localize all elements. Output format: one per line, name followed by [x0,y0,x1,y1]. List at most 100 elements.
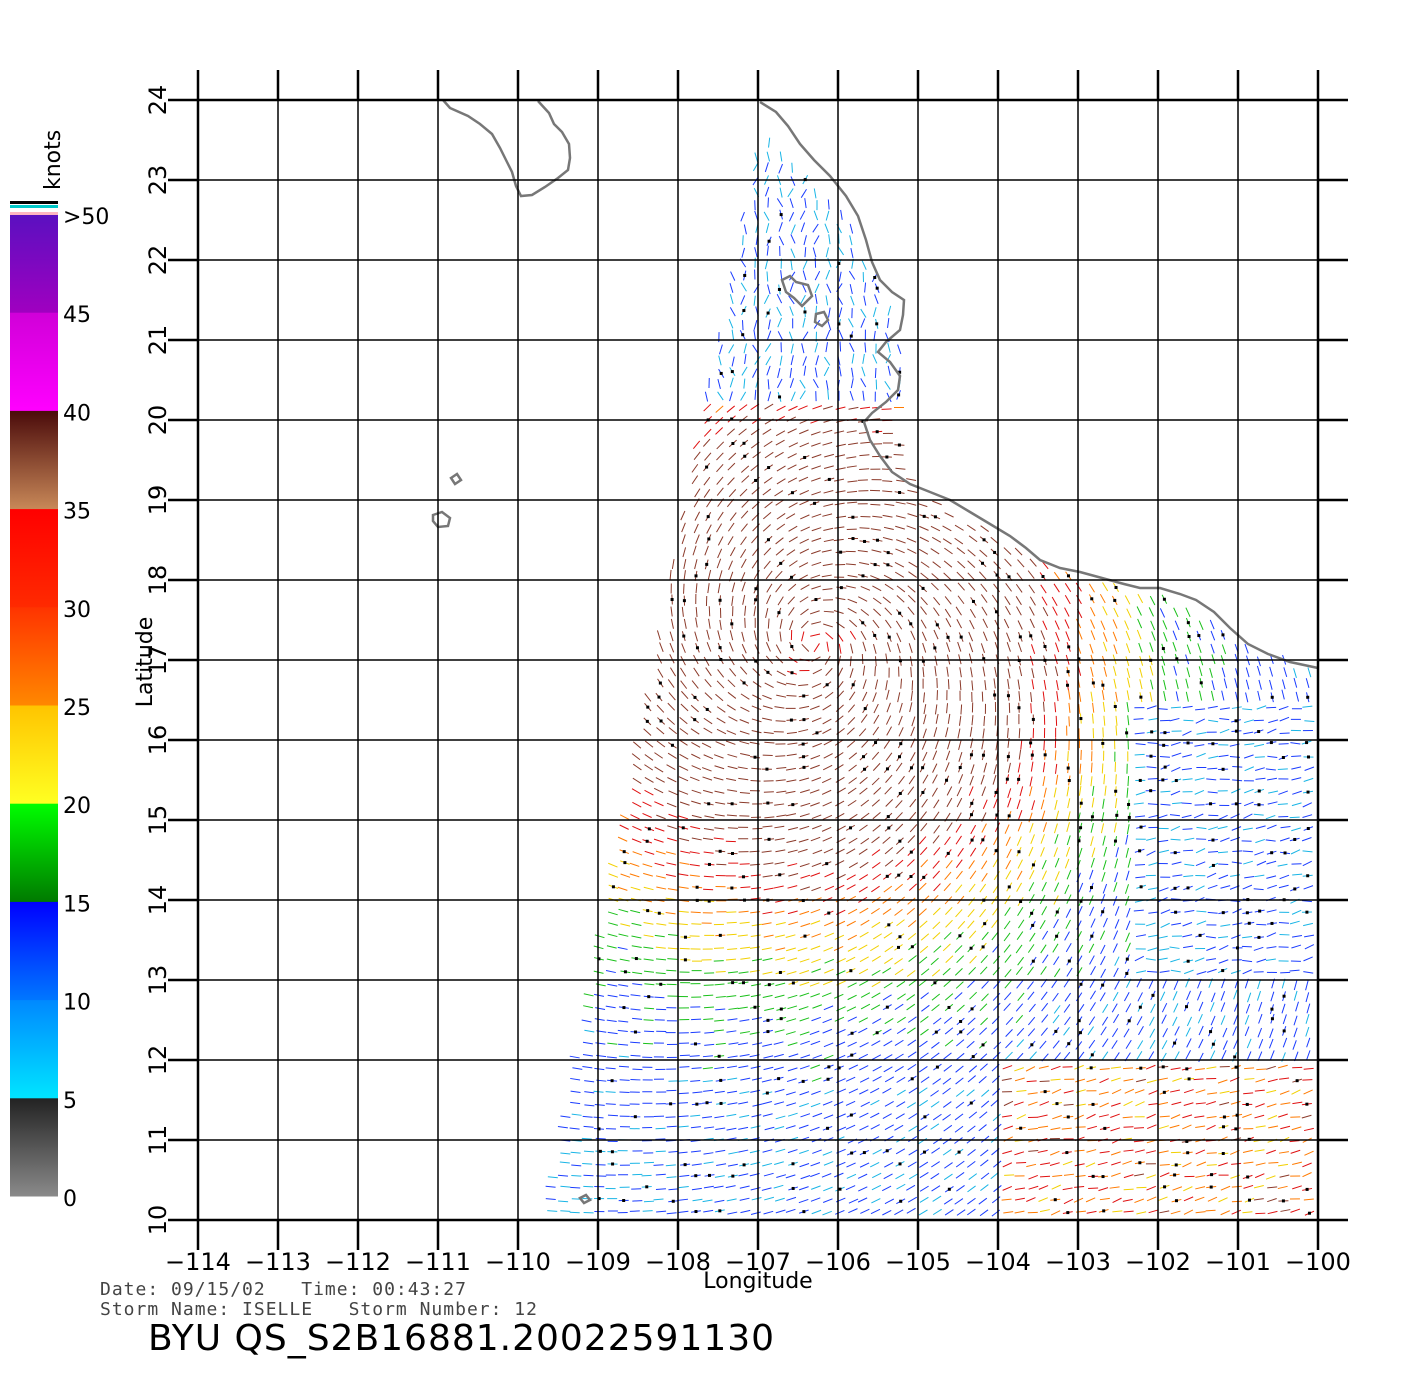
wind-vector [717,391,724,401]
wind-vector [1005,860,1012,870]
wind-vector [690,728,700,735]
wind-vector [1001,1114,1013,1118]
wind-vector [896,1027,906,1035]
rain-flag [969,1101,973,1105]
wind-vector [1186,1016,1193,1027]
wind-vector [763,512,772,520]
rain-flag [766,538,770,542]
wind-vector [607,983,618,987]
rain-flag [681,826,685,830]
rain-flag [885,1005,889,1009]
wind-vector [715,1042,726,1046]
lon-tick-label: −100 [1285,1248,1351,1276]
wind-vector [713,1185,724,1189]
wind-vector [871,981,881,988]
wind-vector [802,260,808,270]
wind-vector [847,574,858,578]
rain-flag [1305,1187,1309,1191]
wind-vector [743,378,746,389]
wind-vector [716,717,726,724]
wind-vector [1301,900,1313,903]
wind-vector [629,873,640,878]
wind-vector [692,440,701,449]
wind-vector [846,920,856,927]
wind-vector [859,980,869,986]
wind-vector [1220,1015,1226,1025]
wind-vector [883,932,893,939]
rain-flag [1307,1211,1311,1215]
wind-vector [713,754,724,759]
wind-vector [1111,1028,1119,1038]
wind-vector [886,726,892,736]
wind-vector [788,442,799,448]
wind-vector [955,870,963,880]
wind-vector [1066,894,1072,904]
wind-vector [980,1149,989,1157]
wind-vector [882,908,892,915]
wind-vector [644,1007,655,1010]
wind-vector [1074,1064,1084,1070]
wind-vector [824,1089,834,1095]
wind-vector [811,442,821,447]
rain-flag [765,1091,769,1095]
wind-vector [740,211,745,222]
wind-vector [657,668,664,678]
rain-flag [1185,1005,1189,1009]
wind-vector [813,235,820,245]
wind-vector [1244,1026,1250,1037]
wind-vector [1218,1162,1228,1167]
wind-vector [738,404,748,412]
wind-vector [1183,1209,1194,1215]
wind-vector [1028,846,1034,857]
wind-vector [666,764,676,771]
wind-vector [1269,666,1274,677]
wind-vector [618,984,629,987]
wind-vector [799,1091,810,1096]
wind-vector [800,608,809,616]
rain-flag [873,563,877,567]
wind-vector [1016,1161,1027,1164]
rain-flag [695,646,699,650]
wind-vector [1149,595,1156,606]
colorbar-label: 0 [63,1187,77,1212]
wind-vector [1040,966,1047,975]
wind-vector [714,1066,725,1070]
wind-vector [847,946,858,952]
wind-vector [1185,1049,1191,1060]
wind-vector [811,717,822,723]
wind-vector [764,162,769,173]
wind-vector [870,1208,881,1215]
wind-vector [1160,909,1171,914]
rain-flag [885,767,889,771]
wind-vector [1007,788,1012,799]
wind-vector [980,1159,989,1167]
wind-vector [776,681,787,686]
wind-vector [1266,946,1277,949]
wind-vector [1280,1125,1291,1130]
wind-vector [1253,1185,1264,1189]
wind-vector [810,920,821,925]
wind-vector [1243,1161,1254,1164]
wind-vector [667,837,677,842]
wind-vector [779,151,783,162]
wind-vector [882,596,892,604]
wind-vector [799,500,809,506]
wind-vector [717,583,721,594]
wind-vector [727,1211,738,1215]
wind-vector [906,1184,916,1191]
wind-vector [1027,1092,1038,1095]
wind-vector [942,525,952,532]
wind-vector [1232,1026,1237,1036]
rain-flag [1209,1185,1213,1189]
lon-tick-label: −102 [1125,1248,1191,1276]
wind-vector [871,992,881,999]
wind-vector [726,428,735,436]
wind-vector [957,560,966,569]
wind-vector [1065,942,1072,953]
wind-vector [607,1031,618,1035]
rain-flag [875,322,879,326]
wind-vector [1042,762,1046,773]
wind-vector [1219,1102,1230,1106]
wind-vector [945,859,953,869]
wind-vector [1113,1014,1120,1024]
